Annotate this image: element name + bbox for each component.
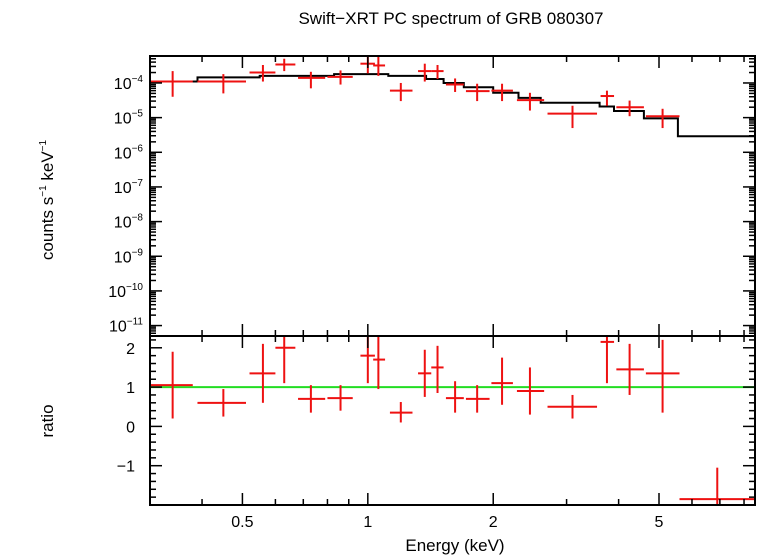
y-tick-exponent: −9: [132, 247, 144, 258]
spectrum-point-5: [298, 71, 326, 89]
spectrum-point-9: [389, 82, 413, 102]
x-tick-label: 5: [655, 514, 664, 531]
spectrum-point-2: [197, 74, 247, 94]
y-tick-label: 10−4: [114, 74, 144, 93]
ratio-point-19: [645, 339, 680, 413]
ratio-y-axis-label: ratio: [38, 404, 57, 437]
ratio-point-11: [431, 345, 444, 393]
ratio-panel-frame: [149, 335, 756, 506]
x-axis-label: Energy (keV): [405, 536, 504, 555]
y-tick-label: 10−9: [114, 247, 144, 266]
spectrum-point-6: [327, 70, 353, 85]
ylabel-main: counts s: [38, 197, 57, 260]
y-tick-base: 10: [108, 284, 126, 301]
y-tick-base: 10: [114, 180, 132, 197]
y-tick-base: 10: [114, 145, 132, 162]
y-tick-exponent: −5: [132, 109, 144, 120]
spectrum-point-15: [516, 92, 545, 111]
ratio-point-3: [249, 343, 276, 403]
ratio-point-10: [418, 349, 432, 397]
y-tick-exponent: −6: [132, 143, 144, 154]
y-tick-exponent: −7: [132, 178, 144, 189]
ratio-point-14: [491, 357, 513, 405]
spectrum-point-19: [645, 108, 680, 129]
y-tick-base: 10: [114, 111, 132, 128]
ratio-point-13: [465, 385, 490, 413]
chart-title: Swift−XRT PC spectrum of GRB 080307: [298, 9, 603, 28]
y-tick-label: 1: [126, 380, 135, 397]
ratio-y-tick-labels: 2 1 0 −1: [117, 341, 135, 476]
ylabel-exp1: −1: [38, 185, 49, 197]
spectrum-point-4: [275, 58, 296, 72]
ratio-panel: 2 1 0 −1 ratio: [38, 335, 756, 506]
y-tick-label: 10−10: [108, 282, 143, 301]
spectrum-point-18: [616, 100, 644, 117]
spectrum-point-13: [465, 83, 490, 102]
spectrum-point-10: [418, 63, 432, 82]
y-tick-label: 2: [126, 341, 135, 358]
y-tick-label: 10−7: [114, 178, 144, 197]
spectrum-panel-frame: [149, 55, 756, 337]
ratio-point-15: [516, 367, 545, 415]
y-tick-exponent: −4: [132, 74, 144, 85]
x-tick-label: 2: [489, 514, 498, 531]
model-step-line: [150, 73, 755, 138]
ylabel-mid: keV: [38, 151, 57, 186]
spectrum-point-8: [373, 56, 386, 76]
ylabel-exp2: −1: [38, 139, 49, 151]
spectrum-y-axis-label: counts s−1 keV−1: [38, 139, 57, 260]
y-tick-exponent: −8: [132, 213, 144, 224]
spectrum-axis-ticks: [149, 56, 755, 337]
y-tick-base: 10: [114, 249, 132, 266]
ratio-point-4: [275, 336, 296, 384]
spectrum-point-16: [547, 105, 598, 129]
y-tick-label: 10−5: [114, 109, 144, 128]
ratio-point-5: [298, 385, 326, 413]
x-tick-label: 1: [363, 514, 372, 531]
y-tick-exponent: −11: [127, 317, 144, 328]
y-tick-label: 10−6: [114, 143, 144, 162]
y-tick-label: 0: [126, 419, 135, 436]
y-tick-label: 10−11: [109, 317, 143, 336]
ratio-data-points: [150, 336, 755, 505]
y-tick-exponent: −10: [126, 282, 143, 293]
ratio-point-8: [373, 336, 386, 390]
spectrum-data-points: [150, 56, 680, 129]
spectrum-point-17: [600, 90, 615, 106]
x-tick-label: 0.5: [231, 514, 253, 531]
x-tick-labels: 0.5 1 2 5: [231, 514, 663, 531]
y-tick-base: 10: [114, 215, 132, 232]
y-tick-label: 10−8: [114, 213, 144, 232]
y-tick-base: 10: [114, 76, 132, 93]
model-curve: [150, 73, 755, 138]
ratio-point-12: [445, 381, 464, 413]
ratio-point-9: [389, 402, 413, 423]
spectrum-point-14: [491, 83, 513, 102]
spectrum-point-12: [445, 78, 464, 92]
ratio-point-6: [327, 385, 353, 411]
ratio-point-2: [197, 389, 247, 417]
y-tick-base: 10: [109, 319, 127, 336]
y-tick-label: −1: [117, 459, 135, 476]
ratio-point-16: [547, 394, 598, 419]
spectrum-point-3: [249, 64, 276, 82]
spectrum-point-1: [150, 71, 193, 97]
ratio-point-17: [600, 336, 615, 384]
spectrum-point-11: [431, 64, 444, 80]
ratio-point-18: [616, 343, 644, 395]
ratio-point-1: [150, 351, 193, 419]
ratio-axis-ticks: [149, 336, 755, 506]
